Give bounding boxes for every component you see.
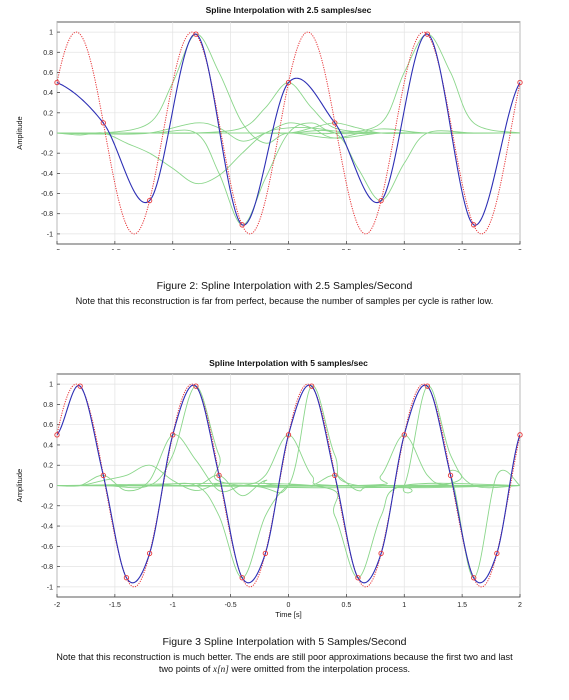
basis-curve-3 [57,33,520,144]
original-signal [57,383,520,588]
sample-marker [285,432,292,438]
figure-2-chart: Spline Interpolation with 2.5 samples/se… [0,0,569,266]
sample-marker [216,472,222,479]
figure-2-caption-note: Note that this reconstruction is far fro… [75,296,494,306]
basis-curve-11 [57,385,520,494]
plot-layer [57,383,520,588]
y-tick-label: -0.2 [41,503,53,510]
y-tick-label: 0.4 [43,442,53,449]
sample-marker [239,575,245,581]
x-tick-label: -0.5 [225,602,237,609]
sample-marker [424,383,431,389]
y-tick-label: 0.2 [43,110,53,117]
x-tick-label: 1 [402,602,406,609]
sample-marker [401,432,407,438]
sample-marker [447,472,454,479]
y-tick-label: 0.6 [43,70,53,77]
x-tick-label: 0 [287,602,291,609]
x-tick-label: -1.5 [109,602,121,609]
y-tick-label: -0.6 [41,544,53,551]
sample-marker [332,472,338,479]
sample-marker [146,550,153,557]
y-tick-label: -0.6 [41,191,53,198]
chart-svg-1: Spline Interpolation with 2.5 samples/se… [15,5,523,266]
y-tick-label: -1 [47,231,53,238]
x-tick-label: 1 [402,249,406,250]
sample-marker [471,575,477,581]
figure-3-chart: Spline Interpolation with 5 samples/sec -… [0,354,569,630]
x-tick-label: -0.5 [225,249,237,250]
y-tick-label: 1 [49,382,53,389]
x-tick-label: -2 [54,602,60,609]
x-tick-label: 1.5 [457,249,467,250]
reconstruction-curve [57,33,520,226]
y-tick-label: 0.8 [43,50,53,57]
x-tick-label: 2 [518,249,522,250]
y-tick-label: 0.4 [43,90,53,97]
chart-svg-2: Spline Interpolation with 5 samples/sec -… [15,358,523,619]
y-tick-label: 0.8 [43,402,53,409]
y-tick-label: 0.2 [43,463,53,470]
sample-marker [100,120,106,126]
y-axis-label: Amplitude [15,469,24,502]
y-tick-label: -0.8 [41,564,53,571]
sample-marker [378,197,384,204]
sample-marker [424,31,431,37]
sample-marker [355,575,361,581]
note-text-post: were omitted from the interpolation proc… [228,664,411,674]
x-tick-label: -1.5 [109,249,121,250]
x-tick-label: -1 [170,602,176,609]
y-tick-label: -0.8 [41,211,53,218]
figure-3-caption-note-line2: two points of x[n] were omitted from the… [0,663,569,675]
plot-layer [57,31,520,235]
chart-title: Spline Interpolation with 5 samples/sec [209,358,368,368]
y-tick-label: -0.4 [41,524,53,531]
figure-3-caption-title: Figure 3 Spline Interpolation with 5 Sam… [162,636,407,648]
sample-marker [285,79,292,86]
figure-2-caption-title: Figure 2: Spline Interpolation with 2.5 … [156,280,413,292]
sample-marker [123,575,130,581]
figure-3-caption-note-line1: Note that this reconstruction is much be… [56,652,513,662]
y-tick-label: 0 [49,483,53,490]
sample-marker [378,550,384,557]
sample-marker [332,120,338,126]
y-tick-label: 0 [49,131,53,138]
y-tick-label: -0.2 [41,151,53,158]
x-tick-label: 0 [287,249,291,250]
sample-marker [262,550,268,557]
sample-marker [471,222,477,228]
reconstruction-curve [57,384,520,584]
sample-marker [146,197,153,204]
x-tick-label: 2 [518,602,522,609]
sample-marker [54,79,60,86]
x-axis-label: Time [s] [275,610,301,619]
chart-title: Spline Interpolation with 2.5 samples/se… [206,5,372,15]
sample-marker [239,222,245,228]
note-text-pre: two points of [158,664,213,674]
y-tick-label: 0.6 [43,422,53,429]
sample-marker [494,550,500,557]
sample-marker [517,79,523,86]
sample-marker [517,432,523,438]
sample-marker [193,31,199,37]
x-tick-label: 0.5 [342,602,352,609]
figure-3-caption: Figure 3 Spline Interpolation with 5 Sam… [0,636,569,675]
sample-marker [54,432,60,438]
x-tick-label: -2 [54,249,60,250]
y-tick-label: -0.4 [41,171,53,178]
y-tick-label: -1 [47,584,53,591]
sample-marker [170,432,176,438]
x-tick-label: 1.5 [457,602,467,609]
note-math-xn: x[n] [213,664,229,674]
sample-marker [193,383,199,389]
x-tick-label: -1 [170,249,176,250]
y-tick-label: 1 [49,30,53,37]
x-tick-label: 0.5 [342,249,352,250]
sample-marker [100,472,106,479]
sample-marker [308,383,315,389]
basis-curve-8 [57,33,520,135]
y-axis-label: Amplitude [15,116,24,149]
figure-2-caption: Figure 2: Spline Interpolation with 2.5 … [0,280,569,307]
sample-marker [77,383,83,389]
